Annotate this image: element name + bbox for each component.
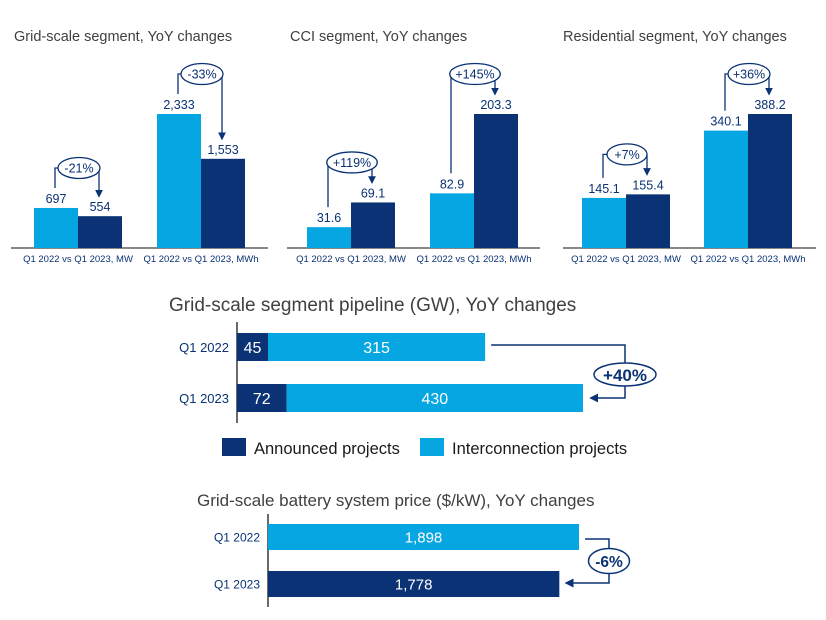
data-label: 1,778 xyxy=(395,577,433,594)
bar-interconnection xyxy=(268,333,486,361)
bar-q1-2023 xyxy=(351,202,395,248)
data-label: 72 xyxy=(253,391,271,408)
data-label: 315 xyxy=(363,340,390,357)
connector-line xyxy=(326,161,329,208)
category-label: Q1 2023 xyxy=(179,391,229,406)
bar-announced xyxy=(237,333,269,361)
bar-q1-2023 xyxy=(748,114,792,248)
connector-line xyxy=(724,73,728,111)
residential-chart: 145.1 155.4 Q1 2022 vs Q1 2023, MW +7% 340.1… xyxy=(563,62,816,265)
change-label: -33% xyxy=(187,68,216,82)
connector-line xyxy=(54,167,58,188)
change-label: -6% xyxy=(595,554,623,571)
change-bubble xyxy=(593,362,657,387)
data-label: 554 xyxy=(90,200,111,214)
data-label: 145.1 xyxy=(588,182,619,196)
bar-q1-2022 xyxy=(704,130,748,248)
pipeline-legend: Announced projects Interconnection proje… xyxy=(222,438,627,458)
category-label: Q1 2022 xyxy=(179,340,229,355)
price-chart: Q1 2022 1,898 Q1 2023 1,778 -6% xyxy=(214,514,631,607)
data-label: 340.1 xyxy=(710,115,741,129)
data-label: 2,333 xyxy=(163,98,194,112)
chart-title-grid-scale: Grid-scale segment, YoY changes xyxy=(14,29,232,45)
bar-q1-2023 xyxy=(474,114,518,248)
category-label: Q1 2022 vs Q1 2023, MWh xyxy=(143,254,258,265)
connector-arrow xyxy=(218,73,226,141)
change-label: +36% xyxy=(733,68,765,82)
yoy-change-annotation: +119% xyxy=(326,151,378,208)
bar-q1-2022 xyxy=(268,524,579,550)
change-label: -21% xyxy=(64,161,93,175)
bar-q1-2023 xyxy=(268,571,560,597)
yoy-change-annotation: -21% xyxy=(54,156,103,198)
data-label: 1,898 xyxy=(405,530,443,547)
change-bubble xyxy=(57,156,101,180)
data-label: 1,553 xyxy=(207,143,238,157)
change-label: +40% xyxy=(603,366,647,385)
data-label: 203.3 xyxy=(480,98,511,112)
legend-label-announced: Announced projects xyxy=(254,440,400,458)
chart-title-pipeline: Grid-scale segment pipeline (GW), YoY ch… xyxy=(169,295,576,316)
bar-q1-2022 xyxy=(582,197,626,248)
grid-scale-chart: 697 554 Q1 2022 vs Q1 2023, MW -21% 2,333 1,5… xyxy=(11,62,268,265)
bar-q1-2022 xyxy=(34,207,78,248)
yoy-change-annotation: +7% xyxy=(602,143,651,178)
yoy-change-annotation: -33% xyxy=(177,62,226,141)
chart-title-residential: Residential segment, YoY changes xyxy=(563,29,787,45)
yoy-change-annotation: +145% xyxy=(449,62,501,174)
data-label: 430 xyxy=(421,391,448,408)
yoy-change-annotation: +36% xyxy=(724,62,773,111)
connector-line xyxy=(602,153,607,178)
category-label: Q1 2022 xyxy=(214,531,260,545)
bar-q1-2022 xyxy=(307,227,351,248)
change-bubble xyxy=(180,62,224,86)
bar-q1-2022 xyxy=(157,114,201,248)
legend-swatch-announced xyxy=(222,438,246,456)
data-label: 82.9 xyxy=(440,177,464,191)
category-label: Q1 2022 vs Q1 2023, MWh xyxy=(416,254,531,265)
bar-q1-2023 xyxy=(626,194,670,248)
legend-label-interconnection: Interconnection projects xyxy=(452,440,627,458)
category-label: Q1 2022 vs Q1 2023, MWh xyxy=(690,254,805,265)
data-label: 45 xyxy=(244,340,262,357)
change-bubble xyxy=(326,151,378,174)
change-label: +145% xyxy=(455,68,494,82)
data-label: 69.1 xyxy=(361,186,385,200)
change-label: +119% xyxy=(333,156,371,170)
yoy-change-annotation: +40% xyxy=(491,344,657,403)
data-label: 388.2 xyxy=(754,98,785,112)
change-bubble xyxy=(449,62,501,86)
cci-chart: 31.6 69.1 Q1 2022 vs Q1 2023, MW +119% 82.9 2… xyxy=(287,62,540,265)
legend-swatch-interconnection xyxy=(420,438,444,456)
bar-announced xyxy=(237,384,287,412)
data-label: 31.6 xyxy=(317,211,341,225)
data-label: 697 xyxy=(46,192,67,206)
category-label: Q1 2022 vs Q1 2023, MW xyxy=(571,254,681,265)
chart-title-cci: CCI segment, YoY changes xyxy=(290,29,467,45)
bar-q1-2023 xyxy=(78,216,122,248)
bar-q1-2023 xyxy=(201,158,245,248)
category-label: Q1 2022 vs Q1 2023, MW xyxy=(23,254,133,265)
change-bubble xyxy=(587,547,631,575)
category-label: Q1 2023 xyxy=(214,578,260,592)
chart-title-price: Grid-scale battery system price ($/kW), … xyxy=(197,491,594,510)
category-label: Q1 2022 vs Q1 2023, MW xyxy=(296,254,406,265)
change-bubble xyxy=(727,62,771,86)
data-label: 155.4 xyxy=(632,178,663,192)
bar-interconnection xyxy=(286,384,583,412)
bar-q1-2022 xyxy=(430,193,474,248)
connector-arrow xyxy=(95,167,103,198)
yoy-change-annotation: -6% xyxy=(564,538,631,588)
pipeline-chart: Q1 2022 45 315 Q1 2023 72 430 +40% xyxy=(179,322,657,423)
change-label: +7% xyxy=(614,148,639,162)
connector-line xyxy=(449,73,452,174)
connector-line xyxy=(177,73,181,94)
change-bubble xyxy=(606,143,648,166)
